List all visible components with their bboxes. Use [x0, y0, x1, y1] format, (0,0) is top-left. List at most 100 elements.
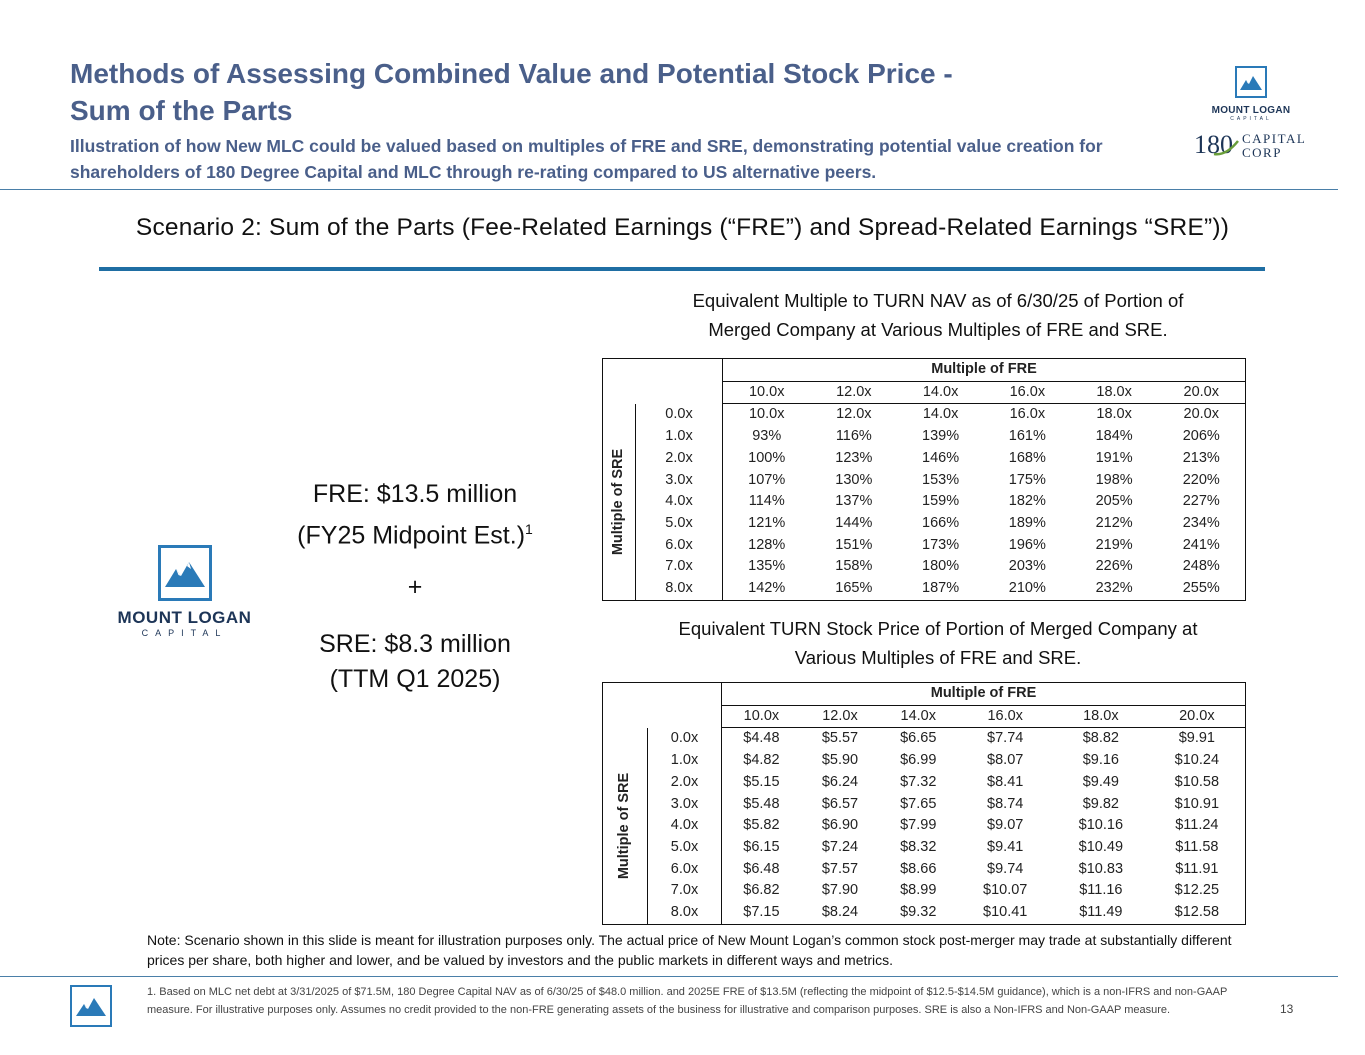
table-cell: $8.41 [987, 773, 1024, 790]
sre-block: SRE: $8.3 million (TTM Q1 2025) [250, 627, 580, 697]
fre-line-2: (FY25 Midpoint Est.)1 [250, 512, 580, 553]
table-row: 4.0x $5.82 $6.90 $7.99 $9.07 $10.16 $11.24 [603, 815, 1246, 837]
capital-corp-logo: 180 CAPITAL CORP [1192, 130, 1317, 162]
table2-row-header: 2.0x [647, 771, 722, 794]
table-cell: 189% [1008, 514, 1046, 531]
table-row: 5.0x $6.15 $7.24 $8.32 $9.41 $10.49 $11.58 [603, 836, 1246, 859]
mountain-icon [1235, 66, 1267, 98]
table-cell: 158% [835, 558, 873, 575]
table-cell: $5.82 [743, 817, 780, 834]
table-cell: 187% [922, 580, 960, 597]
capital-corp-number: 180 [1194, 130, 1233, 159]
table2-row-header: 1.0x [647, 750, 722, 772]
table1-row-header: 8.0x [635, 578, 723, 601]
table-cell: $5.90 [821, 752, 859, 769]
table1-title-line-1: Equivalent Multiple to TURN NAV as of 6/… [692, 290, 1184, 311]
table1-row-header: 1.0x [635, 426, 723, 448]
table-cell: 12.0x [836, 406, 872, 423]
table-cell: $8.74 [987, 795, 1024, 812]
table-cell: $7.57 [821, 860, 859, 877]
table1-corner [603, 359, 723, 404]
table2-row-header: 7.0x [647, 880, 722, 903]
table2-corner [603, 683, 722, 728]
table2-sre-axis-label: Multiple of SRE [602, 727, 648, 925]
table-cell: $5.48 [743, 795, 780, 812]
table-cell: $11.58 [1175, 838, 1219, 855]
table-cell: $11.24 [1175, 817, 1219, 834]
table1-column-header: 14.0x [897, 381, 984, 405]
table-cell: 182% [1008, 493, 1046, 510]
table-cell: 142% [748, 580, 786, 597]
table1-column-header: 20.0x [1157, 381, 1246, 405]
table-cell: $11.49 [1079, 904, 1123, 921]
table1-row-header: 5.0x [635, 512, 723, 535]
table-row: Multiple of SRE 0.0x $4.48 $5.57 $6.65 $7.74 $… [602, 727, 1246, 925]
table-cell: $8.82 [1082, 730, 1119, 747]
scenario-heading: Scenario 2: Sum of the Parts (Fee-Relate… [135, 214, 1230, 241]
table-row: 3.0x $5.48 $6.57 $7.65 $8.74 $9.82 $10.91 [603, 793, 1246, 816]
table-cell: $9.91 [1178, 730, 1215, 747]
table-cell: 130% [835, 471, 873, 488]
table-cell: $8.99 [900, 882, 937, 899]
table-cell: 220% [1182, 471, 1220, 488]
table-cell: $10.41 [983, 904, 1028, 921]
table-cell: 227% [1182, 493, 1220, 510]
table-row: 7.0x 135% 158% 180% 203% 226% 248% [603, 556, 1246, 579]
table-cell: $6.99 [900, 752, 937, 769]
table-cell: 153% [922, 471, 960, 488]
table-cell: 165% [835, 580, 873, 597]
table1-sre-axis-label: Multiple of SRE [602, 403, 636, 601]
table-cell: 191% [1095, 449, 1133, 466]
table-row: 4.0x 114% 137% 159% 182% 205% 227% [603, 491, 1246, 513]
table2-row-header: 5.0x [647, 836, 722, 859]
table-cell: 219% [1095, 536, 1133, 553]
table-cell: 168% [1008, 449, 1046, 466]
table2-row-header: 0.0x [647, 727, 722, 751]
table-cell: 107% [748, 471, 786, 488]
table-cell: $9.07 [987, 817, 1024, 834]
table1-column-header: 16.0x [983, 381, 1071, 405]
mount-logan-logo-large: MOUNT LOGAN CAPITAL [112, 545, 257, 638]
mount-logan-logo-top: MOUNT LOGAN CAPITAL [1206, 66, 1296, 122]
table1-column-header: 10.0x [722, 381, 811, 405]
table1-row-header: 4.0x [635, 491, 723, 513]
table-cell: 241% [1182, 536, 1220, 553]
table-cell: $10.58 [1174, 773, 1220, 790]
table-cell: 203% [1008, 558, 1046, 575]
footnote: 1. Based on MLC net debt at 3/31/2025 of… [147, 986, 1228, 1016]
title-line-2: Sum of the Parts [70, 95, 293, 126]
table-cell: $6.57 [821, 795, 859, 812]
table-cell: $6.82 [743, 882, 780, 899]
table-cell: 144% [835, 514, 873, 531]
mountain-icon [157, 545, 212, 601]
mlc-logo-sub: CAPITAL [1230, 116, 1272, 122]
table2-column-header: 20.0x [1148, 705, 1246, 729]
table-cell: 161% [1008, 428, 1046, 445]
table-cell: 175% [1008, 471, 1046, 488]
table-cell: $9.82 [1082, 795, 1119, 812]
table-cell: 10.0x [748, 406, 785, 423]
table-cell: $7.74 [987, 730, 1024, 747]
table1-row-header: 3.0x [635, 469, 723, 492]
table1-column-header: 12.0x [810, 381, 898, 405]
table-row: 1.0x $4.82 $5.90 $6.99 $8.07 $9.16 $10.24 [603, 750, 1246, 772]
table-cell: $4.48 [743, 730, 780, 747]
table-cell: 16.0x [1009, 406, 1046, 423]
table-cell: $5.15 [743, 773, 780, 790]
table-cell: 232% [1095, 580, 1133, 597]
stock-price-table: Multiple of FRE 10.0x 12.0x 14.0x 16.0x 18.0… [602, 682, 1246, 925]
table-cell: $7.15 [743, 904, 780, 921]
table-cell: 210% [1008, 580, 1046, 597]
table-cell: $9.49 [1082, 773, 1119, 790]
header-divider [0, 189, 1338, 190]
table2-fre-header: Multiple of FRE [721, 682, 1246, 706]
table-cell: $8.66 [900, 860, 937, 877]
scenario-divider [99, 267, 1265, 271]
table2-column-header: 18.0x [1053, 705, 1149, 729]
table-cell: $7.32 [900, 773, 937, 790]
table-cell: 206% [1182, 428, 1220, 445]
table-cell: 20.0x [1183, 406, 1219, 423]
table-row: 2.0x 100% 123% 146% 168% 191% 213% [603, 447, 1246, 470]
table-cell: 180% [922, 558, 960, 575]
table-cell: $10.16 [1078, 817, 1124, 834]
